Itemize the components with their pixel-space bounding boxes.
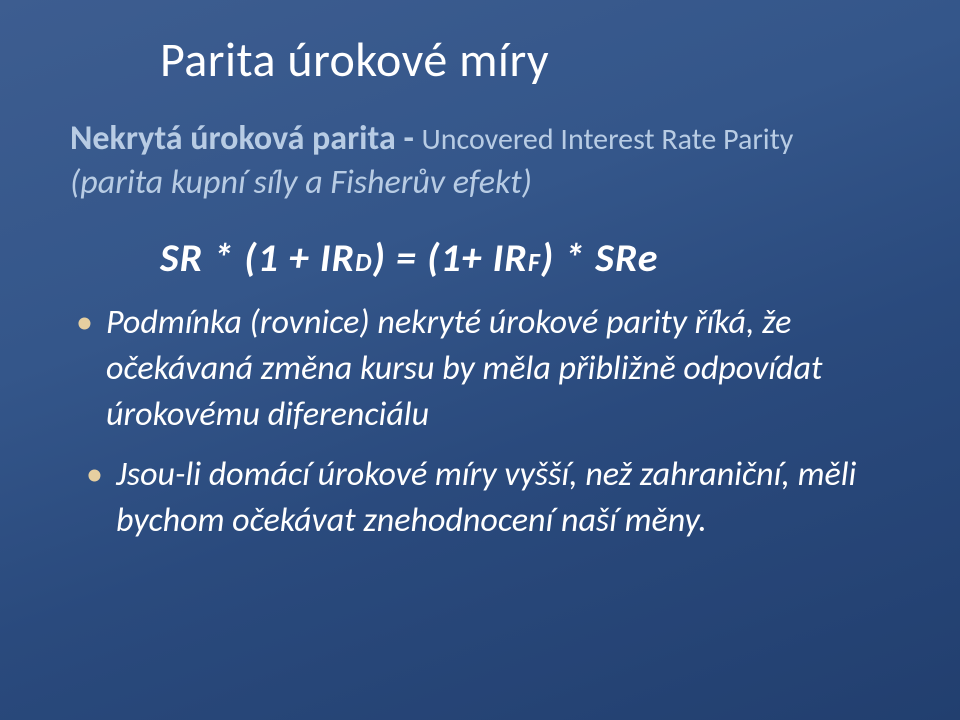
bullet-item: Podmínka (rovnice) nekryté úrokové parit…: [70, 300, 890, 438]
formula: SR * (1 + IRD) = (1+ IRF) * SRe: [160, 233, 890, 282]
formula-sub2: F: [528, 246, 541, 278]
subtitle-strong: Nekrytá úroková parita -: [70, 118, 422, 159]
bullet-list: Podmínka (rovnice) nekryté úrokové parit…: [70, 300, 890, 543]
formula-sub1: D: [355, 246, 372, 278]
subtitle-line2: (parita kupní síly a Fisherův efekt): [70, 161, 890, 205]
slide-title: Parita úrokové míry: [160, 30, 890, 89]
bullet-item: Jsou-li domácí úrokové míry vyšší, než z…: [80, 452, 890, 544]
slide: Parita úrokové míry Nekrytá úroková pari…: [0, 0, 960, 720]
slide-subtitle: Nekrytá úroková parita - Uncovered Inter…: [70, 117, 890, 205]
formula-mid: ) = (1+ IR: [372, 233, 527, 282]
subtitle-rest: Uncovered Interest Rate Parity: [422, 121, 794, 158]
formula-suffix: ) * SRe: [541, 233, 659, 282]
formula-prefix: SR * (1 + IR: [160, 233, 355, 282]
